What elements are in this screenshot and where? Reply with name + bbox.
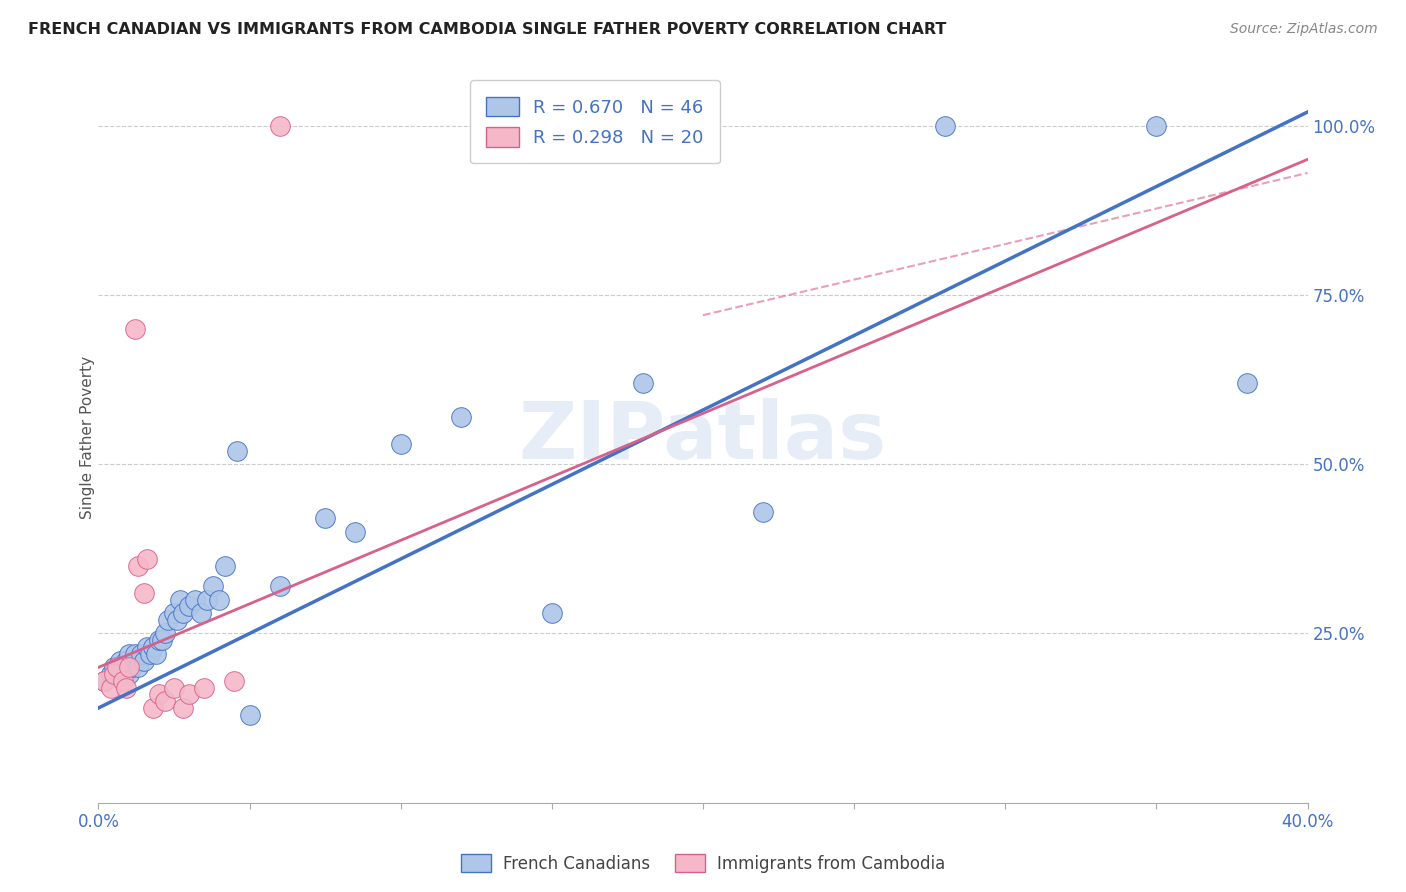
Point [156,613,179,627]
Point [100,667,122,681]
Point [631,376,654,390]
Point [226,443,249,458]
Point [166,613,188,627]
Point [111,660,134,674]
Point [934,119,956,133]
Point [172,606,194,620]
Point [124,322,146,336]
Point [150,633,173,648]
Point [118,667,141,681]
Point [103,667,125,681]
Point [314,511,336,525]
Point [179,688,201,702]
Point [148,633,170,648]
Point [111,673,134,688]
Point [105,667,128,681]
Point [450,409,472,424]
Point [193,681,215,695]
Point [179,599,201,614]
Point [100,681,122,695]
Point [145,647,167,661]
Point [752,505,775,519]
Legend: French Canadians, Immigrants from Cambodia: French Canadians, Immigrants from Cambod… [454,847,952,880]
Point [103,660,125,674]
Text: ZIPatlas: ZIPatlas [519,398,887,476]
Text: FRENCH CANADIAN VS IMMIGRANTS FROM CAMBODIA SINGLE FATHER POVERTY CORRELATION CH: FRENCH CANADIAN VS IMMIGRANTS FROM CAMBO… [28,22,946,37]
Point [202,579,225,593]
Point [114,681,136,695]
Point [118,647,141,661]
Point [105,660,128,674]
Point [214,558,236,573]
Point [142,701,165,715]
Point [389,437,412,451]
Point [127,660,149,674]
Point [127,558,149,573]
Point [184,592,207,607]
Point [344,524,367,539]
Point [139,647,162,661]
Point [135,640,157,654]
Point [540,606,562,620]
Point [93,673,115,688]
Point [121,660,143,674]
Point [163,681,186,695]
Point [142,640,165,654]
Point [148,688,170,702]
Text: Source: ZipAtlas.com: Source: ZipAtlas.com [1230,22,1378,37]
Point [114,654,136,668]
Point [239,707,262,722]
Point [153,694,176,708]
Point [163,606,186,620]
Point [208,592,231,607]
Y-axis label: Single Father Poverty: Single Father Poverty [80,356,94,518]
Point [153,626,176,640]
Point [132,586,155,600]
Point [169,592,191,607]
Point [93,673,115,688]
Point [124,647,146,661]
Point [118,660,141,674]
Point [129,647,152,661]
Point [108,654,131,668]
Point [1236,376,1258,390]
Legend: R = 0.670   N = 46, R = 0.298   N = 20: R = 0.670 N = 46, R = 0.298 N = 20 [470,80,720,163]
Point [269,119,291,133]
Point [135,552,157,566]
Point [132,654,155,668]
Point [269,579,291,593]
Point [172,701,194,715]
Point [195,592,218,607]
Point [1144,119,1167,133]
Point [190,606,212,620]
Point [224,673,246,688]
